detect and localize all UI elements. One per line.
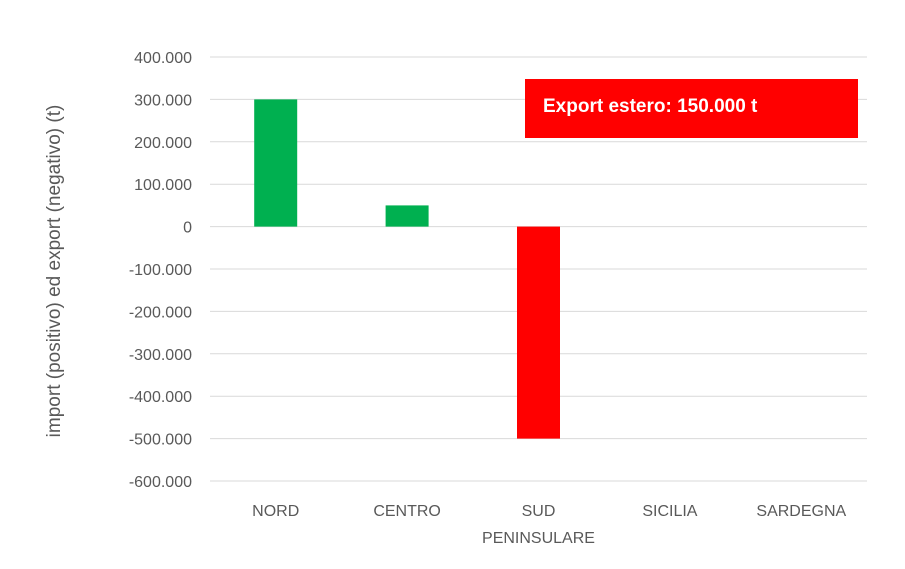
- bar: [517, 226, 560, 439]
- y-tick-label: -600.000: [129, 474, 192, 491]
- y-tick-label: 0: [183, 220, 192, 237]
- y-tick-label: -200.000: [129, 304, 192, 321]
- y-tick-label: -100.000: [129, 262, 192, 279]
- annotation-label: Export estero: 150.000 t: [543, 96, 758, 117]
- y-tick-label: 100.000: [134, 177, 192, 194]
- bar: [254, 99, 298, 227]
- y-tick-label: -400.000: [129, 389, 192, 406]
- y-tick-label: -300.000: [129, 347, 192, 364]
- x-category-label: SUD PENINSULARE: [482, 503, 595, 547]
- x-category-labels: NORD CENTRO SUD PENINSULARE SICILIA SARDEGNA: [252, 503, 846, 547]
- x-category-label: SICILIA: [642, 503, 697, 520]
- x-category-label: SARDEGNA: [756, 503, 846, 520]
- annotation-background: [525, 79, 858, 138]
- y-tick-label: -500.000: [129, 432, 192, 449]
- y-axis-title: import (positivo) ed export (negativo) (…: [44, 105, 65, 438]
- y-tick-label: 400.000: [134, 50, 192, 67]
- y-tick-label: 200.000: [134, 135, 192, 152]
- bar: [385, 205, 429, 227]
- bars: [254, 99, 560, 439]
- x-category-label: CENTRO: [373, 503, 441, 520]
- annotation-box: Export estero: 150.000 t: [525, 79, 858, 138]
- y-tick-label: 300.000: [134, 92, 192, 109]
- y-tick-labels: 400.000 300.000 200.000 100.000 0 -100.000 -20…: [129, 50, 192, 491]
- x-category-label: NORD: [252, 503, 299, 520]
